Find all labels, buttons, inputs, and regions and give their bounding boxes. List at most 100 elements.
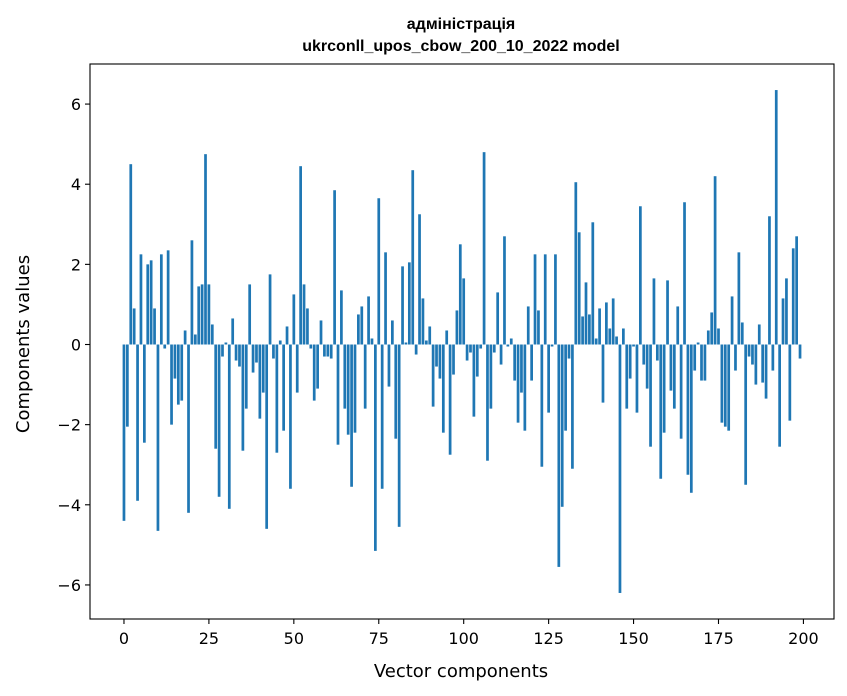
bar-56 xyxy=(312,344,316,401)
bar-148 xyxy=(625,344,629,409)
bars-group xyxy=(122,90,802,593)
bar-51 xyxy=(295,344,299,393)
bar-48 xyxy=(285,326,289,345)
bar-167 xyxy=(689,344,693,493)
bar-83 xyxy=(404,342,408,345)
bar-98 xyxy=(455,310,459,345)
bar-104 xyxy=(475,344,479,377)
bar-29 xyxy=(221,344,224,357)
bar-45 xyxy=(275,344,279,453)
bar-37 xyxy=(248,284,252,345)
bar-34 xyxy=(238,344,241,367)
bar-107 xyxy=(486,344,489,461)
bar-101 xyxy=(465,344,469,361)
bar-94 xyxy=(441,344,445,433)
bar-128 xyxy=(557,344,561,567)
bar-60 xyxy=(326,344,330,357)
bar-130 xyxy=(564,344,567,431)
bar-12 xyxy=(163,344,167,349)
bar-135 xyxy=(581,316,584,345)
bar-55 xyxy=(309,344,313,349)
bar-163 xyxy=(676,306,680,345)
x-tick-label: 25 xyxy=(199,629,219,648)
bar-96 xyxy=(448,344,452,455)
bar-125 xyxy=(547,344,550,413)
bar-158 xyxy=(659,344,663,479)
bar-97 xyxy=(452,344,455,375)
bar-52 xyxy=(299,166,302,345)
bar-171 xyxy=(703,344,707,381)
bar-87 xyxy=(418,214,421,345)
bar-36 xyxy=(244,344,248,409)
bar-47 xyxy=(282,344,285,431)
bar-176 xyxy=(720,344,724,423)
bar-5 xyxy=(139,254,143,345)
bar-84 xyxy=(407,262,411,345)
bar-169 xyxy=(696,342,700,345)
bar-39 xyxy=(255,344,258,363)
bar-123 xyxy=(540,344,544,467)
bar-198 xyxy=(795,236,798,345)
bar-26 xyxy=(210,324,214,345)
bar-179 xyxy=(730,296,734,345)
y-axis-ticks: −6 −4 −2 0 2 4 6 xyxy=(57,95,90,595)
bar-4 xyxy=(136,344,139,501)
bar-153 xyxy=(642,344,646,365)
bar-86 xyxy=(414,344,418,355)
bar-180 xyxy=(734,344,737,371)
y-tick-label: 2 xyxy=(71,255,81,274)
bar-11 xyxy=(159,254,163,345)
bar-189 xyxy=(764,344,768,399)
bar-38 xyxy=(251,344,255,373)
bar-114 xyxy=(509,338,513,345)
bar-59 xyxy=(323,344,326,357)
bar-195 xyxy=(785,278,788,345)
bar-22 xyxy=(197,286,201,345)
y-tick-label: 6 xyxy=(71,95,81,114)
bar-70 xyxy=(360,306,364,345)
bar-13 xyxy=(166,250,170,345)
bar-193 xyxy=(778,344,781,447)
bar-151 xyxy=(635,344,639,413)
bar-61 xyxy=(329,344,333,359)
bar-138 xyxy=(591,222,595,345)
bar-100 xyxy=(462,278,466,345)
bar-108 xyxy=(489,344,493,409)
bar-81 xyxy=(397,344,401,527)
bar-53 xyxy=(302,284,306,345)
x-tick-label: 50 xyxy=(284,629,304,648)
bar-175 xyxy=(717,328,720,345)
bar-168 xyxy=(693,344,697,371)
bar-190 xyxy=(768,216,771,345)
bar-21 xyxy=(193,334,197,345)
bar-65 xyxy=(343,344,347,409)
bar-156 xyxy=(652,278,656,345)
bar-145 xyxy=(615,336,618,345)
bar-157 xyxy=(655,344,659,361)
bar-159 xyxy=(662,344,666,433)
bar-49 xyxy=(289,344,292,489)
bar-10 xyxy=(156,344,160,531)
bar-119 xyxy=(526,306,530,345)
bar-41 xyxy=(261,344,265,393)
bar-90 xyxy=(428,326,432,345)
x-tick-label: 125 xyxy=(533,629,564,648)
bar-144 xyxy=(611,298,615,345)
bar-33 xyxy=(234,344,238,361)
bar-170 xyxy=(700,344,703,381)
bar-102 xyxy=(469,344,472,353)
bar-25 xyxy=(207,284,211,345)
bar-187 xyxy=(757,324,761,345)
bar-136 xyxy=(584,282,588,345)
bar-40 xyxy=(258,344,262,419)
bar-133 xyxy=(574,182,578,345)
x-tick-label: 0 xyxy=(119,629,129,648)
bar-46 xyxy=(278,340,282,345)
bar-18 xyxy=(183,330,187,345)
x-tick-label: 100 xyxy=(448,629,479,648)
bar-50 xyxy=(292,294,296,345)
bar-2 xyxy=(129,164,133,345)
bar-92 xyxy=(435,344,438,367)
bar-30 xyxy=(224,342,228,345)
bar-103 xyxy=(472,344,476,417)
